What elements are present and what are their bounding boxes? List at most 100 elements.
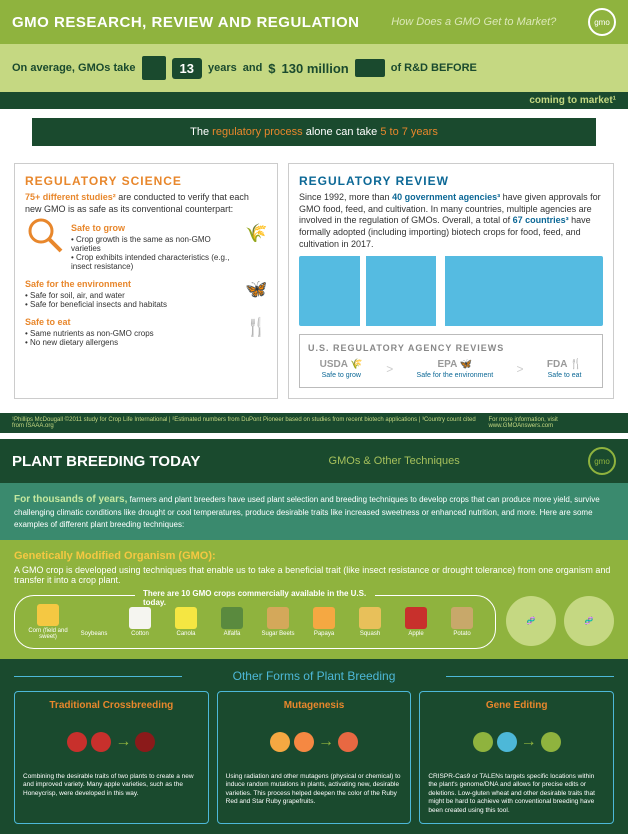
technique-image: → bbox=[23, 717, 200, 767]
stats-years: 13 bbox=[172, 58, 202, 79]
fruit-icon bbox=[338, 732, 358, 752]
other-forms-section: Other Forms of Plant Breeding Traditiona… bbox=[0, 659, 628, 834]
crop-item: Potato bbox=[441, 607, 483, 637]
chevron-right-icon: > bbox=[386, 362, 393, 376]
stats-cost: 130 million bbox=[282, 61, 349, 76]
agency-row: USDA 🌾 Safe to grow > EPA 🦋 Safe for the env… bbox=[308, 359, 594, 379]
technique-box: Traditional Crossbreeding→Combining the … bbox=[14, 691, 209, 824]
fruit-icon bbox=[541, 732, 561, 752]
panel-plant-breeding: PLANT BREEDING TODAY GMOs & Other Techni… bbox=[0, 439, 628, 834]
agency-name: USDA 🌾 bbox=[320, 359, 363, 370]
fruit-icon bbox=[67, 732, 87, 752]
technique-desc: Using radiation and other mutagens (phys… bbox=[226, 773, 403, 807]
techniques-row: Traditional Crossbreeding→Combining the … bbox=[14, 691, 614, 824]
footnote: ¹Phillips McDougall ©2011 study for Crop… bbox=[0, 413, 628, 433]
fruit-icon bbox=[473, 732, 493, 752]
technique-box: Gene Editing → CRISPR-Cas9 or TALENs targe… bbox=[419, 691, 614, 824]
crop-name: Corn (field and sweet) bbox=[27, 628, 69, 640]
agencies-title: U.S. REGULATORY AGENCY REVIEWS bbox=[308, 343, 594, 353]
header2-subtitle: GMOs & Other Techniques bbox=[329, 455, 460, 467]
world-map-icon bbox=[299, 256, 603, 326]
arrow-text: coming to market¹ bbox=[529, 95, 616, 106]
intro-bar: For thousands of years, farmers and plan… bbox=[0, 483, 628, 539]
agency-label: Safe to grow bbox=[320, 372, 363, 379]
crop-item: Cotton bbox=[119, 607, 161, 637]
arrow-right-icon: → bbox=[318, 733, 334, 751]
safe-icon: 🌾 bbox=[245, 223, 267, 245]
crop-icon bbox=[313, 607, 335, 629]
science-title: REGULATORY SCIENCE bbox=[25, 174, 267, 188]
technique-title: Mutagenesis bbox=[226, 700, 403, 711]
calendar-icon bbox=[142, 56, 166, 80]
agency: FDA 🍴Safe to eat bbox=[547, 359, 582, 379]
crop-item: Alfalfa bbox=[211, 607, 253, 637]
crop-name: Canola bbox=[165, 631, 207, 637]
stats-cost-prefix: $ bbox=[268, 61, 275, 76]
dna-circle-icon: 🧬 bbox=[564, 596, 614, 646]
crop-icon bbox=[129, 607, 151, 629]
crops-title: There are 10 GMO crops commercially avai… bbox=[135, 589, 375, 607]
crop-icon bbox=[451, 607, 473, 629]
other-forms-title: Other Forms of Plant Breeding bbox=[14, 669, 614, 683]
technique-desc: Combining the desirable traits of two pl… bbox=[23, 773, 200, 798]
header-1: GMO RESEARCH, REVIEW AND REGULATION How … bbox=[0, 0, 628, 44]
crop-name: Cotton bbox=[119, 631, 161, 637]
crop-item: Sugar Beets bbox=[257, 607, 299, 637]
technique-image: → bbox=[428, 717, 605, 767]
safe-item-title: Safe to eat bbox=[25, 317, 239, 327]
gmo-logo-icon: gmo bbox=[588, 8, 616, 36]
crop-icon bbox=[83, 607, 105, 629]
crop-icon bbox=[267, 607, 289, 629]
footnote-left: ¹Phillips McDougall ©2011 study for Crop… bbox=[12, 417, 488, 429]
fruit-icon bbox=[294, 732, 314, 752]
footnote-right: For more information, visit www.GMOAnswe… bbox=[488, 417, 616, 429]
crop-name: Potato bbox=[441, 631, 483, 637]
content-row: REGULATORY SCIENCE 75+ different studies… bbox=[0, 149, 628, 413]
crops-bar: There are 10 GMO crops commercially avai… bbox=[14, 595, 496, 649]
agency-label: Safe to eat bbox=[547, 372, 582, 379]
stats-and: and bbox=[243, 62, 263, 74]
safe-item: Safe for the environment Safe for soil, a… bbox=[25, 279, 267, 309]
safe-icon: 🍴 bbox=[245, 317, 267, 339]
dna-circle-icon: 🧬 bbox=[506, 596, 556, 646]
agency-label: Safe for the environment bbox=[417, 372, 494, 379]
gmo-title: Genetically Modified Organism (GMO): bbox=[14, 550, 614, 562]
safe-item-title: Safe to grow bbox=[71, 223, 239, 233]
safe-item-bullets: Same nutrients as non-GMO cropsNo new di… bbox=[25, 329, 239, 347]
technique-title: Gene Editing bbox=[428, 700, 605, 711]
fruit-icon bbox=[497, 732, 517, 752]
stats-years-unit: years bbox=[208, 62, 237, 74]
agencies-box: U.S. REGULATORY AGENCY REVIEWS USDA 🌾 Saf… bbox=[299, 334, 603, 388]
crop-item: Soybeans bbox=[73, 607, 115, 637]
arrow-right-icon: → bbox=[521, 733, 537, 751]
technique-image: → bbox=[226, 717, 403, 767]
crop-name: Soybeans bbox=[73, 631, 115, 637]
crop-name: Squash bbox=[349, 631, 391, 637]
header2-title: PLANT BREEDING TODAY bbox=[12, 453, 200, 470]
regulatory-review-box: REGULATORY REVIEW Since 1992, more than … bbox=[288, 163, 614, 399]
technique-box: Mutagenesis → Using radiation and other mu… bbox=[217, 691, 412, 824]
header-title: GMO RESEARCH, REVIEW AND REGULATION bbox=[12, 14, 360, 31]
crop-name: Papaya bbox=[303, 631, 345, 637]
safe-icon: 🦋 bbox=[245, 279, 267, 301]
crop-name: Apple bbox=[395, 631, 437, 637]
crop-name: Sugar Beets bbox=[257, 631, 299, 637]
safe-item: Safe to eat Same nutrients as non-GMO cro… bbox=[25, 317, 267, 347]
crop-item: Apple bbox=[395, 607, 437, 637]
gmo-section: Genetically Modified Organism (GMO): A G… bbox=[0, 540, 628, 659]
safe-item-bullets: Safe for soil, air, and waterSafe for be… bbox=[25, 291, 239, 309]
stats-prefix: On average, GMOs take bbox=[12, 62, 136, 74]
agency-name: EPA 🦋 bbox=[417, 359, 494, 370]
header-subtitle: How Does a GMO Get to Market? bbox=[391, 16, 556, 28]
crop-icon bbox=[359, 607, 381, 629]
safe-item-title: Safe for the environment bbox=[25, 279, 239, 289]
crop-item: Squash bbox=[349, 607, 391, 637]
agency: USDA 🌾 Safe to grow bbox=[320, 359, 363, 379]
fruit-icon bbox=[270, 732, 290, 752]
arrow-right-icon: → bbox=[115, 733, 131, 751]
crop-icon bbox=[175, 607, 197, 629]
technique-desc: CRISPR-Cas9 or TALENs targets specific l… bbox=[428, 773, 605, 815]
fruit-icon bbox=[135, 732, 155, 752]
crop-icon bbox=[221, 607, 243, 629]
panel-gmo-research: GMO RESEARCH, REVIEW AND REGULATION How … bbox=[0, 0, 628, 433]
